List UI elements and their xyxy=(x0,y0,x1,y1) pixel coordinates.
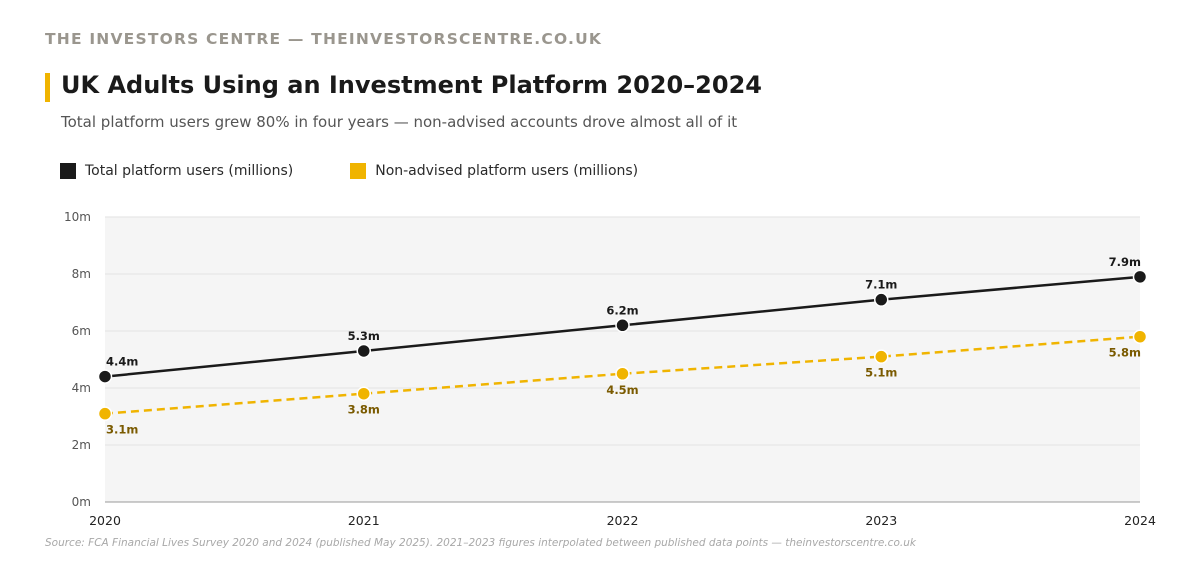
data-point xyxy=(97,369,113,384)
chart-title: UK Adults Using an Investment Platform 2… xyxy=(61,71,762,99)
data-label: 3.1m xyxy=(106,423,138,437)
data-point xyxy=(1132,269,1148,285)
y-tick-label: 2m xyxy=(72,438,91,452)
chart-legend: Total platform users (millions) Non-advi… xyxy=(60,163,695,179)
chart-subtitle: Total platform users grew 80% in four ye… xyxy=(61,113,738,131)
series-line-nonadvised xyxy=(104,335,1141,415)
data-point xyxy=(874,292,889,307)
y-tick-label: 10m xyxy=(64,210,91,224)
legend-swatch-nonadvised xyxy=(350,163,367,179)
brand-header: THE INVESTORS CENTRE — THEINVESTORSCENTR… xyxy=(45,30,603,48)
data-label: 6.2m xyxy=(606,303,638,317)
legend-label-nonadvised: Non-advised platform users (millions) xyxy=(375,163,639,179)
data-point xyxy=(874,349,889,364)
plot-background xyxy=(105,217,1140,502)
title-accent-bar xyxy=(45,73,50,102)
data-label: 5.1m xyxy=(865,366,897,380)
legend-swatch-total xyxy=(60,163,76,179)
data-point xyxy=(1132,329,1148,344)
data-point xyxy=(615,318,630,333)
y-tick-label: 8m xyxy=(72,267,91,281)
legend-item-total: Total platform users (millions) xyxy=(60,163,293,179)
data-label: 3.8m xyxy=(348,403,380,417)
y-tick-label: 0m xyxy=(72,495,91,509)
x-tick-label: 2022 xyxy=(607,513,639,528)
data-point xyxy=(97,406,113,421)
data-label: 5.3m xyxy=(348,329,380,343)
y-tick-label: 4m xyxy=(72,381,91,395)
x-tick-label: 2020 xyxy=(89,513,121,528)
x-tick-label: 2023 xyxy=(865,513,897,528)
data-label: 5.8m xyxy=(1109,346,1141,360)
legend-item-nonadvised: Non-advised platform users (millions) xyxy=(350,163,638,179)
source-note: Source: FCA Financial Lives Survey 2020 … xyxy=(45,537,916,549)
data-point xyxy=(356,343,371,359)
x-tick-label: 2024 xyxy=(1124,513,1156,528)
data-point xyxy=(615,366,630,381)
data-point xyxy=(356,386,371,401)
data-label: 4.5m xyxy=(606,383,638,397)
data-label: 7.9m xyxy=(1109,255,1141,269)
y-tick-label: 6m xyxy=(72,324,91,338)
legend-label-total: Total platform users (millions) xyxy=(85,163,294,179)
x-tick-label: 2021 xyxy=(348,513,380,528)
data-label: 7.1m xyxy=(865,278,897,292)
data-label: 4.4m xyxy=(106,355,138,369)
